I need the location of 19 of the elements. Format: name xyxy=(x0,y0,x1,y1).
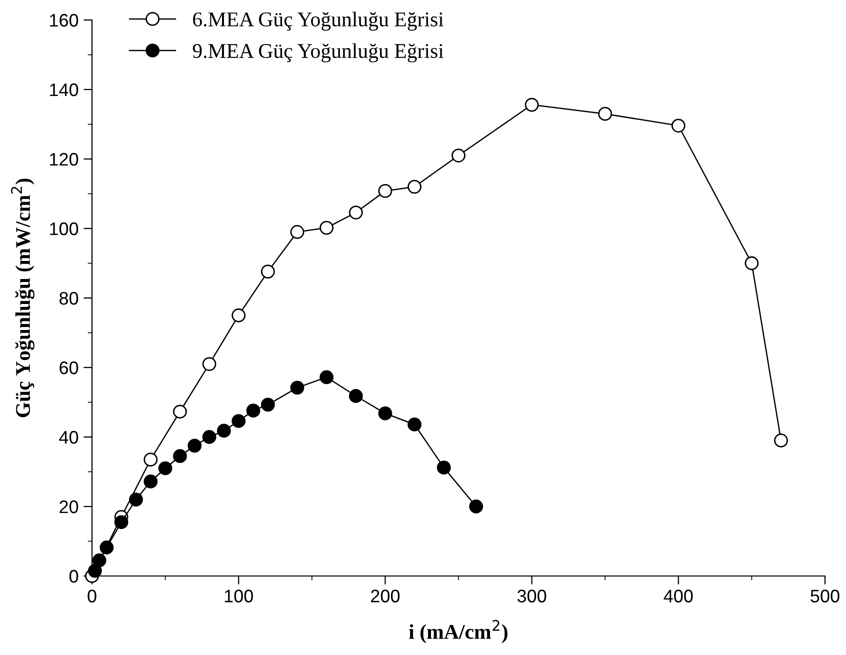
x-tick-label: 400 xyxy=(664,590,693,602)
y-tick-label: 140 xyxy=(50,83,78,96)
y-tick-label: 100 xyxy=(50,222,78,236)
y-tick-label: 60 xyxy=(60,361,78,374)
y-tick-label: 40 xyxy=(59,430,78,444)
y-tick-label: 80 xyxy=(60,292,78,305)
x-tick-label: 0 xyxy=(88,590,96,602)
legend-label: 6.MEA Güç Yoğunluğu Eğrisi xyxy=(193,12,444,31)
legend-label: 9.MEA Güç Yoğunluğu Eğrisi xyxy=(192,43,444,62)
x-tick-label: 500 xyxy=(810,590,840,602)
y-tick-label: 20 xyxy=(60,500,78,514)
y-tick-label: 160 xyxy=(50,14,78,27)
x-tick-label: 300 xyxy=(517,590,546,602)
x-tick-label: 100 xyxy=(224,590,253,602)
x-axis-title: i (mA/cm$^{2}$) xyxy=(409,620,508,644)
y-tick-label: 0 xyxy=(69,570,78,583)
y-axis-title: Güç Yoğunluğu (mW/cm$^{2}$) xyxy=(11,178,34,418)
x-tick-label: 200 xyxy=(371,590,400,602)
y-tick-label: 120 xyxy=(50,152,78,166)
